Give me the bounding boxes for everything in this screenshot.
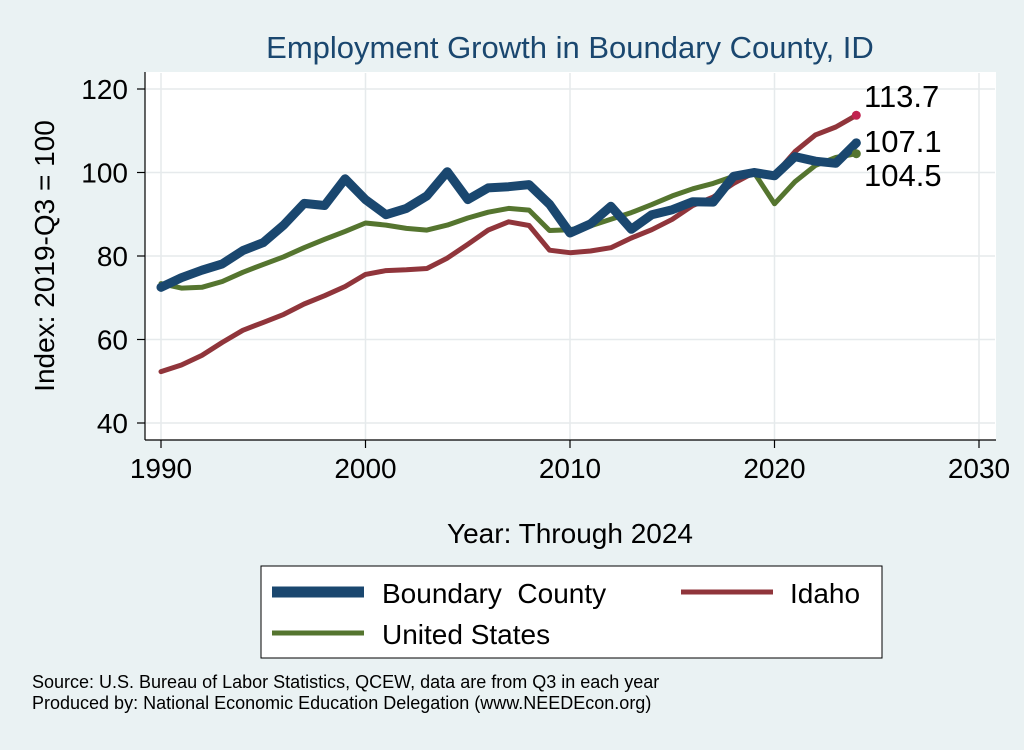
x-tick-label: 1990 [130,453,192,484]
tick-layer: 40 60 80 100 120 1990 2000 2010 2020 2030 [81,74,1010,484]
x-axis-label: Year: Through 2024 [447,518,693,549]
x-tick-label: 2000 [334,453,396,484]
legend-label-idaho: Idaho [790,578,860,609]
series-line-boundary-county [156,138,861,292]
y-tick-label: 80 [97,241,128,272]
end-marker-united-states [851,149,861,159]
series-layer [156,110,861,375]
chart-title: Employment Growth in Boundary County, ID [266,30,874,65]
legend-label-united-states: United States [382,619,550,650]
end-marker-boundary-county [851,138,861,148]
producer-note: Produced by: National Economic Education… [32,693,651,713]
end-label-united-states: 104.5 [864,158,942,193]
legend: Boundary County Idaho United States [260,565,883,659]
y-tick-label: 60 [97,325,128,356]
x-tick-label: 2010 [539,453,601,484]
end-label-boundary-county: 107.1 [864,124,942,159]
x-tick-label: 2020 [743,453,805,484]
y-tick-label: 40 [97,408,128,439]
y-axis-label: Index: 2019-Q3 = 100 [29,120,60,392]
end-label-idaho: 113.7 [864,79,939,114]
legend-box [260,565,883,659]
end-marker-idaho [851,110,861,120]
y-tick-label: 120 [81,74,128,105]
y-tick-label: 100 [81,158,128,189]
source-note: Source: U.S. Bureau of Labor Statistics,… [32,672,659,692]
series-line-idaho [158,112,859,375]
legend-label-boundary-county: Boundary County [382,578,606,609]
x-tick-label: 2030 [948,453,1010,484]
